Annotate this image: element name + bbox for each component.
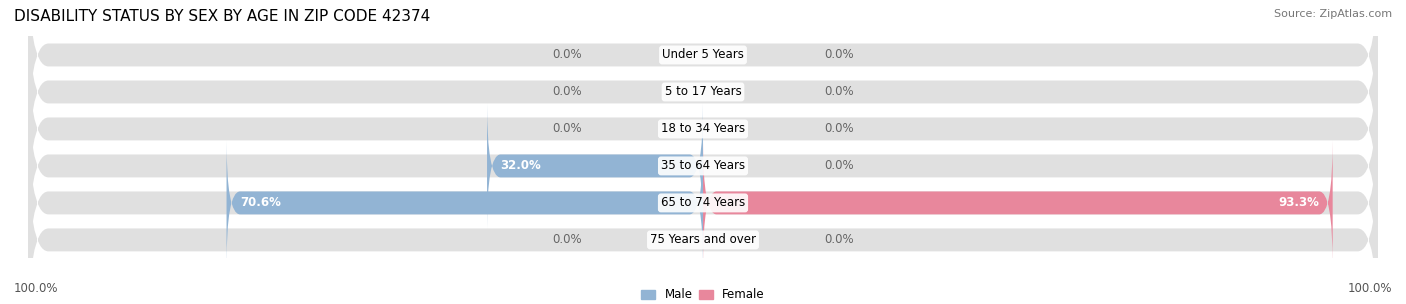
Text: 0.0%: 0.0% <box>553 85 582 98</box>
FancyBboxPatch shape <box>226 140 703 265</box>
Text: 0.0%: 0.0% <box>553 123 582 136</box>
Text: 0.0%: 0.0% <box>824 233 853 247</box>
Text: 5 to 17 Years: 5 to 17 Years <box>665 85 741 98</box>
Text: 65 to 74 Years: 65 to 74 Years <box>661 196 745 209</box>
Text: 0.0%: 0.0% <box>553 48 582 61</box>
Text: DISABILITY STATUS BY SEX BY AGE IN ZIP CODE 42374: DISABILITY STATUS BY SEX BY AGE IN ZIP C… <box>14 9 430 24</box>
Text: 35 to 64 Years: 35 to 64 Years <box>661 159 745 172</box>
Text: 0.0%: 0.0% <box>824 48 853 61</box>
Text: 32.0%: 32.0% <box>501 159 541 172</box>
Text: 75 Years and over: 75 Years and over <box>650 233 756 247</box>
Text: 18 to 34 Years: 18 to 34 Years <box>661 123 745 136</box>
Text: 100.0%: 100.0% <box>14 282 59 295</box>
Text: 0.0%: 0.0% <box>824 123 853 136</box>
FancyBboxPatch shape <box>28 0 1378 192</box>
Text: 100.0%: 100.0% <box>1347 282 1392 295</box>
Text: 70.6%: 70.6% <box>240 196 281 209</box>
Text: Under 5 Years: Under 5 Years <box>662 48 744 61</box>
FancyBboxPatch shape <box>28 0 1378 154</box>
FancyBboxPatch shape <box>28 29 1378 228</box>
FancyBboxPatch shape <box>28 140 1378 304</box>
FancyBboxPatch shape <box>28 103 1378 302</box>
FancyBboxPatch shape <box>486 103 703 228</box>
Text: 0.0%: 0.0% <box>553 233 582 247</box>
Text: Source: ZipAtlas.com: Source: ZipAtlas.com <box>1274 9 1392 19</box>
FancyBboxPatch shape <box>28 67 1378 265</box>
Text: 0.0%: 0.0% <box>824 159 853 172</box>
Text: 93.3%: 93.3% <box>1278 196 1319 209</box>
Legend: Male, Female: Male, Female <box>641 288 765 301</box>
Text: 0.0%: 0.0% <box>824 85 853 98</box>
FancyBboxPatch shape <box>703 140 1333 265</box>
